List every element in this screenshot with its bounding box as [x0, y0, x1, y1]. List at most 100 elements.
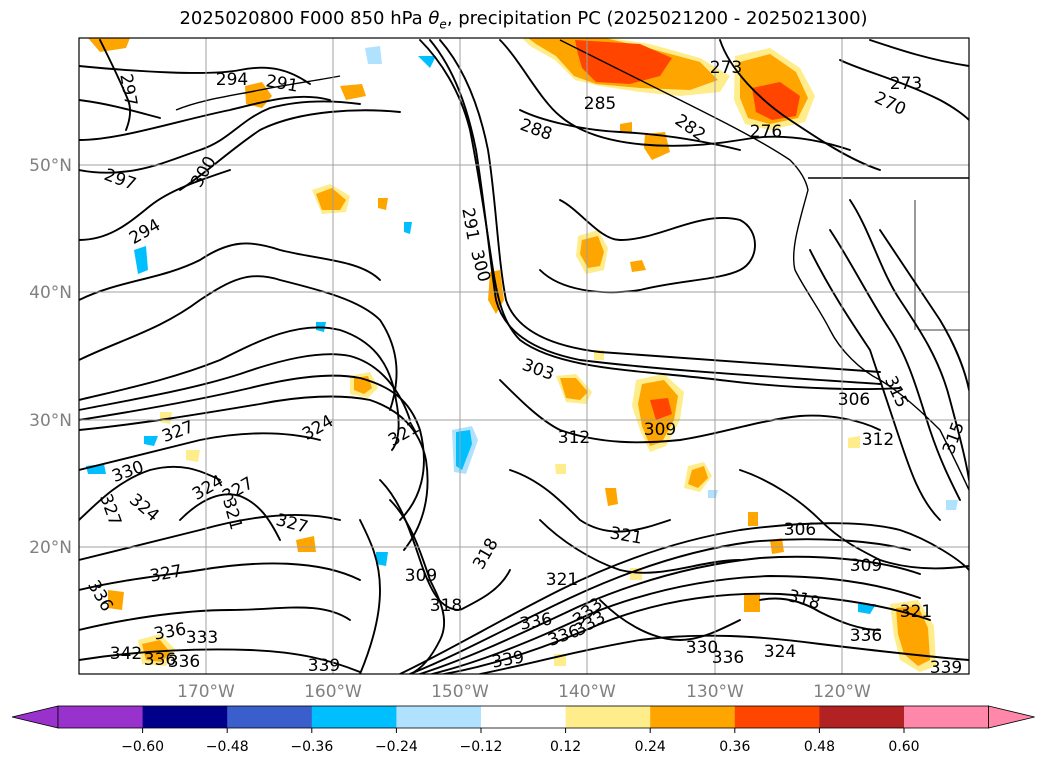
colorbar-segment: [58, 706, 144, 728]
contour-line: [809, 249, 941, 521]
contour-label-text: 285: [584, 94, 616, 114]
contour-label: 342: [110, 644, 142, 664]
contour-label: 309: [405, 566, 437, 586]
precip-area-light: [555, 464, 566, 474]
precip-area-negative: [418, 56, 436, 68]
contour-label: 306: [838, 390, 870, 410]
precip-area-mid: [108, 590, 124, 610]
coastline: [175, 39, 969, 491]
lon-label: 150°W: [431, 682, 489, 702]
contour-line: [179, 493, 281, 541]
colorbar-outline: [57, 705, 989, 729]
colorbar-segment: [142, 706, 228, 728]
contour-line: [79, 514, 341, 561]
contour-label-text: 339: [308, 656, 340, 676]
colorbar-tick-label: −0.24: [375, 739, 418, 755]
contour-line: [879, 229, 969, 391]
precip-area-strong: [650, 398, 672, 420]
colorbar-segment: [650, 706, 736, 728]
colorbar-segment: [311, 706, 397, 728]
contour-label-text: 321: [900, 602, 932, 622]
precip-area-negative-light: [365, 46, 382, 64]
contour-label-text: 309: [405, 566, 437, 586]
precip-area-negative: [376, 552, 388, 566]
contour-line: [719, 39, 881, 171]
precip-area-mid: [378, 198, 388, 210]
colorbar-segment: [734, 706, 820, 728]
contour-label-text: 276: [750, 122, 782, 142]
colorbar-tick-label: −0.60: [121, 739, 164, 755]
contour-label-text: 342: [110, 644, 142, 664]
contour-line: [599, 599, 741, 641]
contour-line: [359, 519, 381, 674]
contour-line: [519, 109, 741, 151]
contour-label-text: 336: [850, 626, 882, 646]
colorbar-tick-label: 0.60: [888, 739, 919, 755]
contour-line: [79, 395, 429, 551]
contour-line: [79, 95, 331, 141]
contour-label: 273: [890, 74, 922, 94]
lat-label: 40°N: [29, 283, 72, 303]
precip-area-mid: [896, 606, 930, 666]
colorbar-segment: [396, 706, 482, 728]
contour-line: [539, 519, 741, 574]
colorbar-tick-label: −0.12: [460, 739, 503, 755]
contour-line: [869, 39, 969, 67]
contour-label: 333: [186, 628, 218, 648]
theta-symbol: θ: [428, 8, 440, 29]
contour-label-text: 324: [764, 642, 796, 662]
contour-line: [379, 479, 511, 611]
lat-label: 30°N: [29, 411, 72, 431]
contour-line: [443, 592, 931, 674]
contour-label-text: 273: [710, 58, 742, 78]
precip-area-negative: [134, 246, 148, 274]
contour-line: [399, 522, 969, 674]
coastline-path: [175, 75, 341, 111]
precip-area-mid: [88, 38, 130, 52]
contour-label: 276: [750, 122, 782, 142]
contour-label-text: 273: [890, 74, 922, 94]
contour-label-text: 330: [686, 638, 718, 658]
contour-label: 324: [764, 642, 796, 662]
colorbar-segment: [904, 706, 990, 728]
lon-label: 130°W: [686, 682, 744, 702]
contour-line: [829, 229, 961, 501]
contour-label-text: 339: [930, 658, 962, 678]
contour-line: [479, 634, 969, 674]
colorbar-tick-label: 0.36: [719, 739, 750, 755]
precip-area-negative: [404, 222, 412, 234]
precip-shading: [86, 38, 958, 672]
contour-label: 336: [144, 650, 176, 670]
colorbar-tick-label: 0.12: [550, 739, 581, 755]
colorbar-segment: [819, 706, 905, 728]
contour-line: [431, 575, 921, 674]
contour-line: [739, 469, 969, 570]
precip-area-mid: [296, 536, 316, 552]
lat-axis-labels: 50°N 40°N 30°N 20°N: [29, 156, 72, 558]
contour-label: 330: [686, 638, 718, 658]
contour-label: 318: [430, 596, 462, 616]
contour-label-text: 336: [712, 648, 744, 668]
contour-label: 309: [850, 556, 882, 576]
contour-label-text: 336: [168, 652, 200, 672]
contour-line: [499, 39, 851, 151]
contour-line: [79, 648, 361, 673]
contour-line: [79, 606, 351, 631]
precip-area-negative-light: [946, 500, 958, 510]
contour-label-text: 306: [784, 520, 816, 540]
contour-line: [79, 432, 321, 471]
contour-line: [499, 379, 881, 444]
lat-label: 20°N: [29, 538, 72, 558]
figure-title: 2025020800 F000 850 hPa θe, precipitatio…: [0, 8, 1047, 32]
lon-label: 170°W: [177, 682, 235, 702]
precip-area-mid: [770, 538, 784, 554]
colorbar-tick-label: 0.48: [804, 739, 835, 755]
contour-label: 306: [784, 520, 816, 540]
contour-line: [79, 353, 411, 421]
contour-line: [79, 465, 221, 521]
precip-area-mid: [688, 466, 708, 488]
contour-line: [79, 242, 381, 301]
contour-label: 273: [710, 58, 742, 78]
contour-label-text: 312: [558, 428, 590, 448]
